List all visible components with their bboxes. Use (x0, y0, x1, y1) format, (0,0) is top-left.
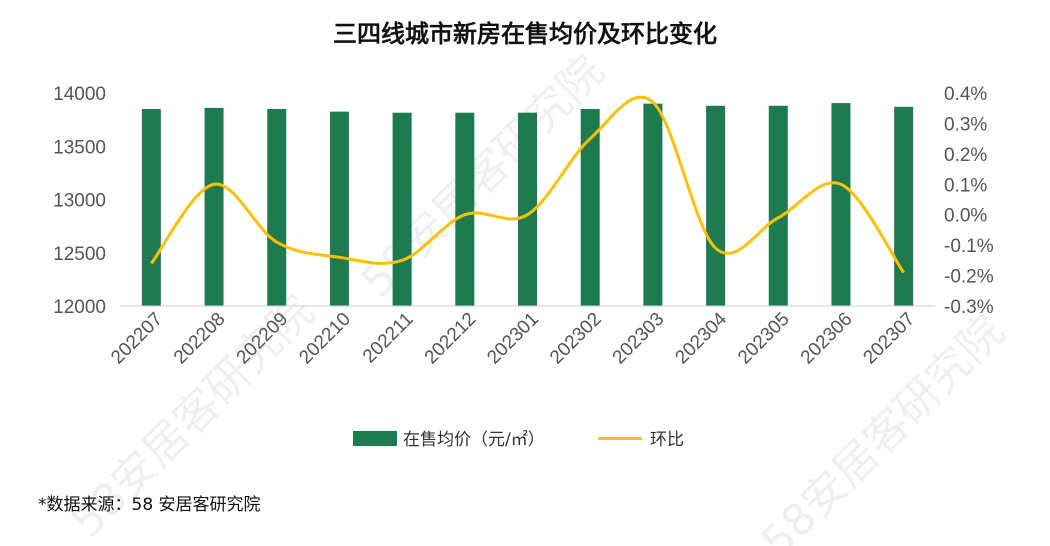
x-tick-label: 202307 (860, 309, 920, 369)
bar (894, 106, 914, 306)
legend-label-bar: 在售均价（元/㎡） (403, 430, 545, 450)
right-tick-label: 0.3% (944, 114, 987, 135)
bar (518, 112, 537, 306)
right-tick-label: -0.3% (944, 297, 994, 318)
bar (643, 103, 663, 307)
source-note: *数据来源：58 安居客研究院 (38, 495, 261, 515)
x-tick-label: 202304 (671, 308, 731, 368)
left-axis: 12000 12500 13000 13500 14000 (53, 84, 106, 318)
bar (267, 108, 287, 306)
left-tick-label: 13000 (53, 191, 106, 212)
line-series-环比 (150, 95, 905, 274)
right-tick-label: 0.0% (944, 206, 987, 227)
left-tick-label: 12000 (53, 297, 106, 318)
right-tick-label: 0.4% (944, 84, 987, 105)
bar (141, 108, 161, 306)
watermark: 58安居客研究院 (352, 45, 614, 307)
bar (580, 108, 600, 306)
x-tick-label: 202301 (483, 309, 543, 369)
x-tick-label: 202212 (421, 309, 481, 369)
legend: 在售均价（元/㎡） 环比 (353, 430, 684, 450)
x-tick-label: 202306 (797, 309, 857, 369)
right-axis: -0.3% -0.2% -0.1% 0.0% 0.1% 0.2% 0.3% 0.4% (944, 84, 994, 318)
bar (329, 111, 349, 306)
left-tick-label: 14000 (53, 84, 106, 105)
legend-label-line: 环比 (650, 430, 684, 450)
legend-bar-swatch (353, 431, 397, 446)
x-tick-label: 202302 (546, 309, 606, 369)
right-tick-label: -0.2% (944, 267, 994, 288)
left-tick-label: 13500 (53, 137, 106, 158)
bar (831, 103, 851, 307)
x-tick-label: 202207 (107, 309, 167, 369)
x-tick-label: 202303 (609, 309, 669, 369)
left-tick-label: 12500 (53, 244, 106, 265)
bar (204, 107, 224, 306)
bar (706, 105, 726, 306)
x-tick-label: 202305 (734, 309, 794, 369)
right-tick-label: 0.1% (944, 175, 987, 196)
chart-title: 三四线城市新房在售均价及环比变化 (333, 20, 717, 48)
right-tick-label: -0.1% (944, 236, 994, 257)
bar (455, 112, 475, 306)
bar (768, 105, 788, 306)
bar-series (141, 103, 914, 307)
right-tick-label: 0.2% (944, 145, 987, 166)
bar (392, 112, 412, 306)
x-tick-label: 202211 (359, 309, 418, 368)
